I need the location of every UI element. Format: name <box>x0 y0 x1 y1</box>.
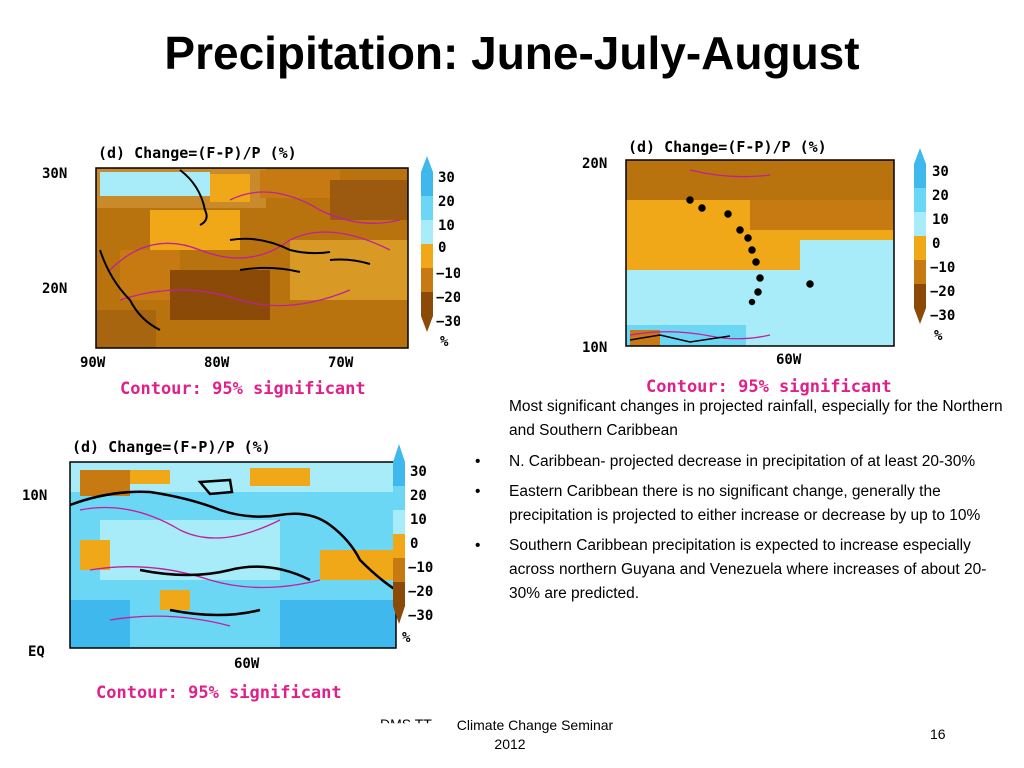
lat-label: 30N <box>42 166 67 182</box>
page-number: 16 <box>930 726 946 742</box>
bullet-text: Eastern Caribbean there is no significan… <box>509 483 981 524</box>
bullet-dot: • <box>475 537 481 554</box>
precip-map-southern-caribbean: (d) Change=(F-P)/P (%) 10N EQ <box>20 430 460 706</box>
list-item: • Most significant changes in projected … <box>465 398 1005 444</box>
colorbar: 30 20 10 0 −10 −20 −30 % <box>393 444 433 646</box>
colorbar-label: −10 <box>408 560 433 576</box>
colorbar: 30 20 10 0 −10 −20 −30 % <box>914 148 955 344</box>
map-contours <box>79 506 321 627</box>
map-panel-title: (d) Change=(F-P)/P (%) <box>98 144 297 162</box>
map-field <box>626 160 894 346</box>
map-contours <box>109 191 401 307</box>
colorbar-label: −10 <box>436 266 460 282</box>
colorbar-label: −30 <box>930 308 955 324</box>
footer-org: DMS TT <box>380 716 432 732</box>
colorbar-label: 10 <box>410 512 427 528</box>
map-field <box>96 168 408 348</box>
colorbar-label: 0 <box>438 240 446 256</box>
colorbar-label: 10 <box>438 218 455 234</box>
precip-map-northern-caribbean: (d) Change=(F-P)/P (%) 30N 20N <box>30 140 460 402</box>
colorbar-label: 30 <box>932 164 949 180</box>
colorbar-label: −20 <box>930 284 955 300</box>
colorbar-unit: % <box>934 328 943 344</box>
contour-note: Contour: 95% significant <box>96 683 342 703</box>
slide-title: Precipitation: June-July-August <box>164 27 860 79</box>
lon-label: 60W <box>234 656 260 672</box>
lat-label: EQ <box>28 644 45 660</box>
colorbar-label: −20 <box>436 290 460 306</box>
colorbar-label: 0 <box>410 536 418 552</box>
contour-note: Contour: 95% significant <box>120 379 366 399</box>
colorbar-label: 0 <box>932 236 940 252</box>
colorbar-label: 30 <box>410 464 427 480</box>
colorbar-label: −20 <box>408 584 433 600</box>
lat-label: 10N <box>582 340 607 356</box>
lon-label: 80W <box>204 355 230 371</box>
lon-label: 70W <box>328 355 354 371</box>
findings-list: • Most significant changes in projected … <box>465 398 1005 612</box>
footer-line: Climate Change Seminar <box>456 717 614 733</box>
colorbar-label: −30 <box>408 608 433 624</box>
lon-label: 60W <box>776 352 802 368</box>
map-field <box>70 462 396 648</box>
map-panel-title: (d) Change=(F-P)/P (%) <box>628 138 827 156</box>
colorbar-unit: % <box>402 630 411 646</box>
colorbar-label: 20 <box>932 188 949 204</box>
footer-line: 2012 <box>494 736 526 752</box>
colorbar-label: 10 <box>932 212 949 228</box>
footer: Climate Change Seminar 2012 <box>370 716 660 754</box>
coastlines <box>69 478 397 617</box>
list-item: • Southern Caribbean precipitation is ex… <box>465 534 1005 606</box>
coastlines <box>629 196 814 343</box>
lat-label: 10N <box>22 488 47 504</box>
list-item: • Eastern Caribbean there is no signific… <box>465 480 1005 528</box>
bullet-text: Most significant changes in projected ra… <box>509 398 1003 439</box>
map-contours <box>629 169 771 340</box>
colorbar: 30 20 10 0 −10 −20 −30 % <box>421 156 460 350</box>
bullet-dot: • <box>475 483 481 500</box>
bullet-text: Southern Caribbean precipitation is expe… <box>509 537 987 602</box>
colorbar-label: 30 <box>438 170 455 186</box>
colorbar-label: 20 <box>410 488 427 504</box>
precip-map-eastern-caribbean: (d) Change=(F-P)/P (%) 20N 10N <box>570 130 990 402</box>
lat-label: 20N <box>42 281 67 297</box>
bullet-dot: • <box>475 453 481 470</box>
list-item: • N. Caribbean- projected decrease in pr… <box>465 450 1005 474</box>
colorbar-label: 20 <box>438 194 455 210</box>
colorbar-unit: % <box>440 334 449 350</box>
colorbar-label: −10 <box>930 260 955 276</box>
lon-label: 90W <box>80 355 106 371</box>
lat-label: 20N <box>582 156 607 172</box>
contour-note: Contour: 95% significant <box>646 377 892 397</box>
coastlines <box>99 169 371 331</box>
colorbar-label: −30 <box>436 314 460 330</box>
bullet-text: N. Caribbean- projected decrease in prec… <box>509 453 976 470</box>
map-panel-title: (d) Change=(F-P)/P (%) <box>72 438 271 456</box>
